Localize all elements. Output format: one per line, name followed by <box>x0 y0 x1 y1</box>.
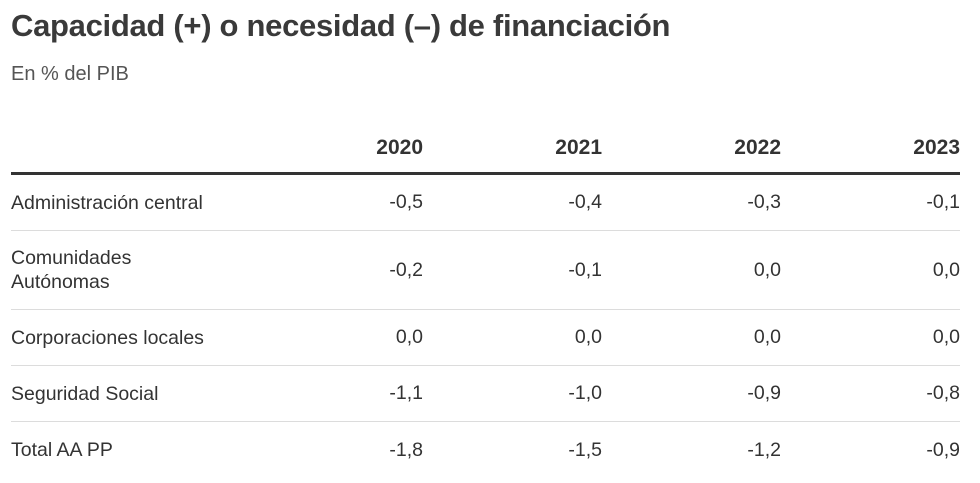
cell-value: 0,0 <box>244 309 423 366</box>
row-label-text: Seguridad Social <box>11 382 159 405</box>
cell-value: 0,0 <box>423 309 602 366</box>
table-row: Comunidades Autónomas -0,2 -0,1 0,0 0,0 <box>11 230 960 310</box>
row-label-text: Total AA PP <box>11 439 113 461</box>
cell-value: -0,1 <box>781 173 960 231</box>
cell-value: -0,4 <box>423 173 602 231</box>
cell-value: -1,8 <box>389 438 423 461</box>
table-header-row: 2020 2021 2022 2023 <box>11 124 960 175</box>
table-row: Total AA PP -1,8 -1,5 -1,2 -0,9 <box>11 422 960 479</box>
table-row: Administración central -0,5 -0,4 -0,3 -0… <box>11 173 960 231</box>
cell-value: -0,1 <box>423 230 602 310</box>
page-title: Capacidad (+) o necesidad (–) de financi… <box>11 8 671 43</box>
row-label-text: Comunidades <box>11 247 132 269</box>
row-label: Administración central <box>11 173 244 231</box>
row-label-text: Corporaciones locales <box>11 326 204 349</box>
row-label-text: Autónomas <box>11 271 110 293</box>
column-header-2022: 2022 <box>602 124 781 175</box>
cell-value: 0,0 <box>781 309 960 366</box>
row-label: Total AA PP <box>11 422 244 479</box>
row-label: Seguridad Social <box>11 365 244 422</box>
cell-value: 0,0 <box>781 230 960 310</box>
cell-value: -0,2 <box>244 230 423 310</box>
cell-value: -0,5 <box>244 173 423 231</box>
cell-value: -1,0 <box>423 365 602 422</box>
financing-table: 2020 2021 2022 2023 Administración centr… <box>11 124 960 478</box>
table-row: Seguridad Social -1,1 -1,0 -0,9 -0,8 <box>11 365 960 422</box>
row-label: Corporaciones locales <box>11 309 244 366</box>
cell-value: 0,0 <box>602 230 781 310</box>
column-header-2023: 2023 <box>781 124 960 175</box>
column-header-2020: 2020 <box>244 124 423 175</box>
cell-value: -0,9 <box>926 438 960 461</box>
column-header-label <box>11 124 244 175</box>
page-subtitle: En % del PIB <box>11 63 129 85</box>
row-label-text: Administración central <box>11 191 203 214</box>
cell-value: -0,3 <box>602 173 781 231</box>
column-header-2021: 2021 <box>423 124 602 175</box>
cell-value: 0,0 <box>602 309 781 366</box>
cell-value: -0,9 <box>602 365 781 422</box>
cell-value: -0,8 <box>781 365 960 422</box>
cell-value: -1,2 <box>747 438 781 461</box>
row-label: Comunidades Autónomas <box>11 230 244 310</box>
table-row: Corporaciones locales 0,0 0,0 0,0 0,0 <box>11 309 960 366</box>
cell-value: -1,1 <box>244 365 423 422</box>
cell-value: -1,5 <box>568 438 602 461</box>
